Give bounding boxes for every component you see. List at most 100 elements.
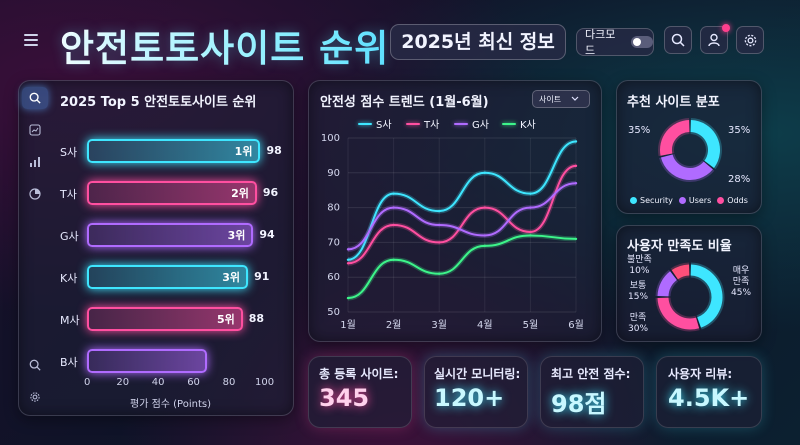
stat-label: 사용자 리뷰: [668, 367, 733, 381]
legend-label: Users [688, 196, 712, 205]
ranking-title: 2025 Top 5 안전토토사이트 순위 [60, 95, 257, 110]
site-select[interactable]: 사이트 [532, 90, 590, 108]
legend-item: G사 [454, 116, 489, 131]
series-line [347, 234, 577, 300]
series-point [392, 258, 395, 261]
legend-label: S사 [376, 120, 392, 131]
series-point [483, 234, 486, 237]
sidebar-item-search-2[interactable] [22, 354, 48, 376]
legend-dot-icon [630, 197, 637, 204]
y-tick-label: 80 [327, 203, 340, 214]
bar: 2위 [87, 181, 257, 205]
bar-category-label: K사 [60, 272, 78, 285]
sat-label-pct: 45% [731, 288, 752, 298]
settings-button[interactable] [736, 26, 764, 54]
sat-label-text: 만족 [732, 277, 750, 287]
sidebar-item-pie[interactable] [22, 183, 48, 205]
sidebar-item-bars[interactable] [22, 151, 48, 173]
bar-category-label: M사 [60, 314, 80, 327]
chevron-down-icon [571, 96, 579, 101]
stat-card-reviews [656, 356, 762, 428]
sat-label-pct: 10% [629, 266, 650, 276]
distribution-donut [658, 118, 722, 182]
donut-slice [671, 264, 690, 280]
satisfaction-title: 사용자 만족도 비율 [627, 239, 732, 254]
x-tick-label: 1월 [340, 319, 356, 331]
y-tick-label: 90 [327, 168, 340, 179]
bar-category-label: G사 [60, 230, 79, 243]
x-tick-label: 3월 [431, 319, 447, 331]
stat-label: 최고 안전 점수: [551, 367, 631, 381]
series-point [438, 272, 441, 275]
series-point [392, 206, 395, 209]
sat-label-text: 불만족 [627, 255, 652, 265]
bar-category-label: S사 [60, 146, 78, 159]
sat-label-normal: 보통 15% [628, 281, 648, 303]
bar [87, 349, 208, 373]
legend-label: G사 [472, 120, 489, 131]
bar-axis-tick: 60 [187, 377, 200, 388]
search-icon [671, 33, 685, 47]
x-tick-label: 4월 [477, 319, 493, 331]
bar: 5위 [87, 307, 243, 331]
user-button[interactable] [700, 24, 730, 54]
stat-value: 98점 [551, 390, 607, 418]
donut-slice [657, 297, 700, 330]
legend-line-icon [502, 122, 516, 125]
stat-card-top-score [540, 356, 644, 428]
sidebar [22, 82, 48, 412]
donut-slice [690, 120, 720, 168]
sat-label-dissatisfied: 불만족 10% [627, 255, 652, 277]
bar-value-label: 88 [248, 312, 265, 325]
pie-chart-icon [29, 188, 41, 200]
donut-slice [690, 264, 723, 328]
search-icon [29, 92, 41, 104]
y-tick-label: 70 [327, 237, 340, 248]
sat-label-pct: 15% [628, 292, 649, 302]
distribution-pct-left: 35% [628, 125, 651, 136]
series-point [392, 192, 395, 195]
bar: 3위 [87, 265, 249, 289]
bar-axis-tick: 20 [116, 377, 130, 388]
stat-label: 총 등록 사이트: [319, 367, 399, 381]
series-point [529, 192, 532, 195]
stat-value: 345 [319, 384, 370, 412]
series-point [392, 223, 395, 227]
series-point [438, 241, 441, 244]
series-point [346, 262, 350, 265]
x-tick-label: 2월 [386, 319, 402, 331]
search-icon [29, 359, 41, 371]
series-point [483, 206, 486, 209]
stat-card-registered [308, 356, 412, 428]
bar-value-label: 98 [266, 144, 282, 157]
legend-item: Security [630, 196, 673, 205]
page-title: 안전토토사이트 순위 [60, 18, 389, 72]
bar-axis-tick: 100 [255, 377, 275, 388]
bar: 1위 [87, 139, 261, 163]
legend-dot-icon [678, 197, 686, 204]
bar-rank-label: 3위 [222, 271, 241, 284]
series-point [574, 140, 578, 143]
sidebar-item-search[interactable] [22, 87, 48, 109]
donut-slice [660, 120, 690, 156]
bar-rank-label: 5위 [216, 313, 235, 326]
sidebar-item-settings[interactable] [22, 386, 48, 408]
dark-mode-toggle[interactable]: 다크모드 [576, 28, 654, 57]
series-point [574, 237, 578, 241]
gear-icon [744, 34, 756, 46]
bar-category-label: T사 [60, 188, 77, 201]
hamburger-icon[interactable] [24, 34, 38, 49]
series-point [346, 258, 350, 261]
bar-rank-label: 2위 [231, 187, 249, 200]
bar-axis-tick: 0 [84, 377, 91, 388]
y-tick-label: 50 [327, 307, 340, 318]
search-button[interactable] [664, 26, 692, 54]
series-point [574, 182, 578, 185]
stat-card-monitoring [424, 356, 528, 428]
bar-rank-label: 1위 [234, 145, 253, 158]
legend-line-icon [454, 122, 468, 125]
toggle-switch-icon[interactable] [631, 36, 653, 48]
ranking-x-axis-label: 평가 점수 (Points) [130, 399, 211, 410]
sidebar-item-chart[interactable] [22, 119, 48, 141]
